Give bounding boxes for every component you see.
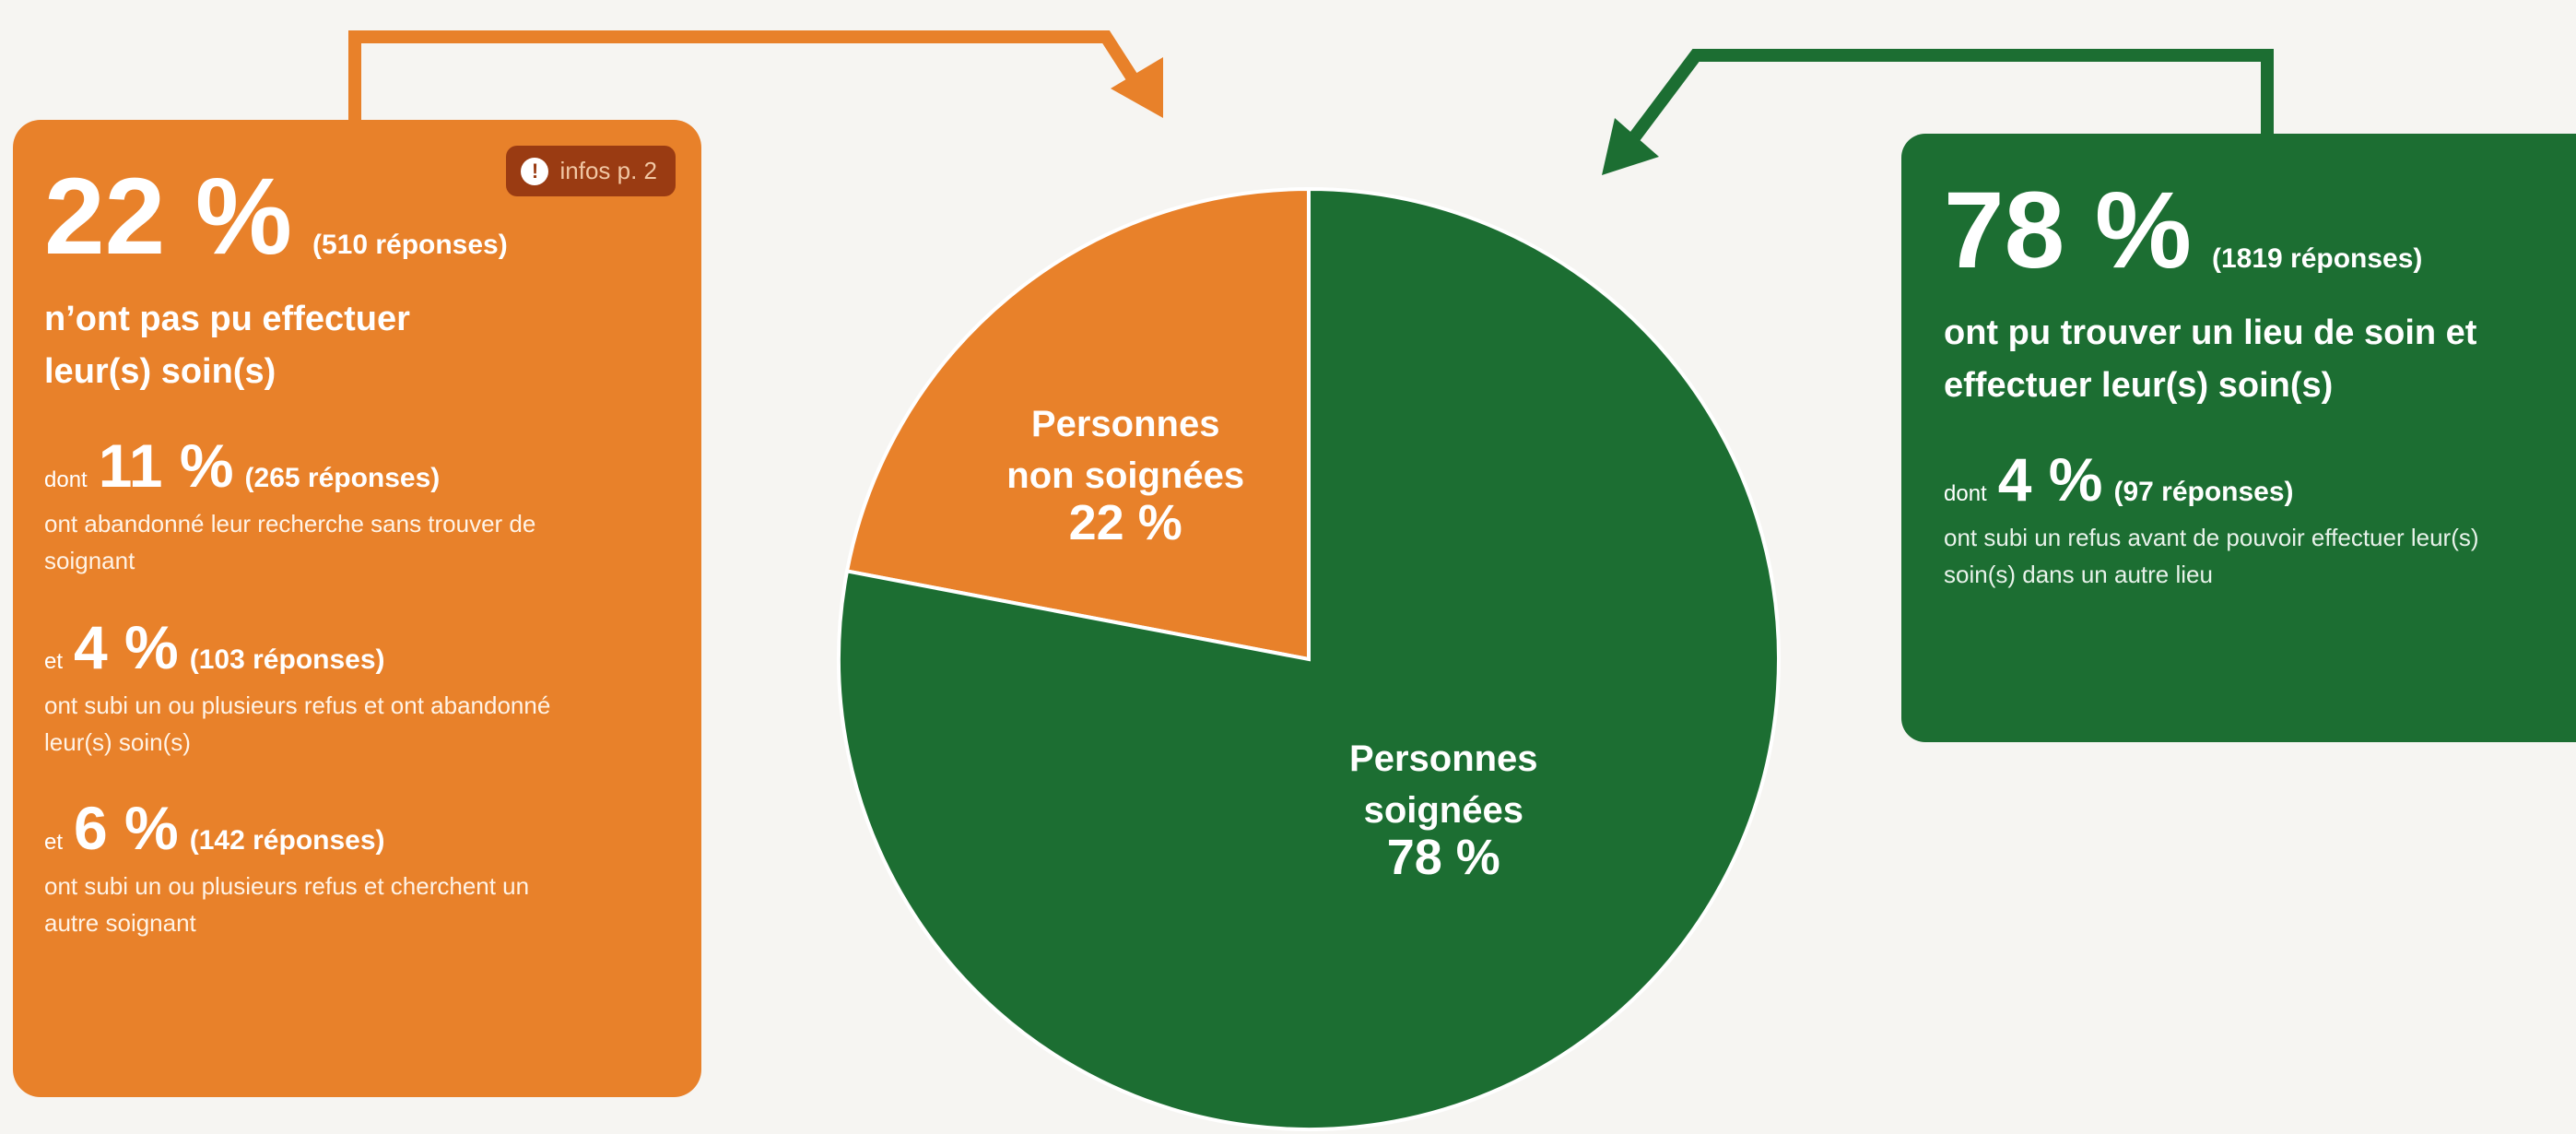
sub-prefix: dont <box>44 467 88 492</box>
treated-panel: 78 % (1819 réponses) ont pu trouver un l… <box>1901 134 2576 742</box>
pie-slice-label: Personnes <box>1031 404 1220 444</box>
sub-stat: dont 4 % (97 réponses) <box>1944 449 2539 510</box>
orange-arrow <box>348 30 1153 120</box>
info-badge-label: infos p. 2 <box>559 157 657 184</box>
non-treated-panel: ! infos p. 2 22 % (510 réponses) n’ont p… <box>13 120 701 1097</box>
main-percentage: 78 % <box>1944 170 2192 291</box>
pie-value-label: 22 % <box>1069 495 1182 550</box>
sub-description: ont subi un ou plusieurs refus et ont ab… <box>44 691 551 756</box>
sub-percentage: 11 % <box>98 431 234 500</box>
main-description: ont pu trouver un lieu de soin et effect… <box>1944 313 2477 405</box>
main-count: (1819 réponses) <box>2211 243 2423 274</box>
sub-prefix: dont <box>1944 481 1987 506</box>
main-stat: 78 % (1819 réponses) <box>1944 176 2539 285</box>
sub-percentage: 6 % <box>74 794 179 863</box>
pie-slice <box>844 186 1311 662</box>
green-arrowhead <box>1602 118 1659 175</box>
sub-description: ont subi un refus avant de pouvoir effec… <box>1944 524 2479 589</box>
info-icon: ! <box>521 157 549 185</box>
sub-percentage: 4 % <box>74 612 179 681</box>
sub-stat: et 4 % (103 réponses) <box>44 617 670 678</box>
green-arrow <box>1621 49 2274 152</box>
sub-count: (103 réponses) <box>189 644 385 675</box>
main-stat: 22 % (510 réponses) <box>44 162 670 271</box>
sub-description: ont abandonné leur recherche sans trouve… <box>44 510 536 575</box>
pie-slice-label: Personnes <box>1349 738 1538 779</box>
main-percentage: 22 % <box>44 156 292 278</box>
main-count: (510 réponses) <box>312 230 508 260</box>
sub-description: ont subi un ou plusieurs refus et cherch… <box>44 872 530 938</box>
pie-slice <box>837 186 1781 1131</box>
pie-slice-label: soignées <box>1364 790 1523 831</box>
sub-prefix: et <box>44 648 64 674</box>
sub-count: (265 réponses) <box>244 463 441 493</box>
sub-count: (97 réponses) <box>2113 477 2294 507</box>
info-badge[interactable]: ! infos p. 2 <box>506 146 676 196</box>
sub-count: (142 réponses) <box>189 825 385 856</box>
sub-prefix: et <box>44 830 64 856</box>
orange-arrowhead <box>1111 57 1163 118</box>
sub-percentage: 4 % <box>1997 445 2103 514</box>
sub-stat: dont 11 % (265 réponses) <box>44 435 670 496</box>
main-description: n’ont pas pu effectuer leur(s) soin(s) <box>44 300 410 391</box>
sub-stat: et 6 % (142 réponses) <box>44 797 670 858</box>
pie-value-label: 78 % <box>1387 830 1500 885</box>
pie-slice-label: non soignées <box>1006 455 1244 496</box>
